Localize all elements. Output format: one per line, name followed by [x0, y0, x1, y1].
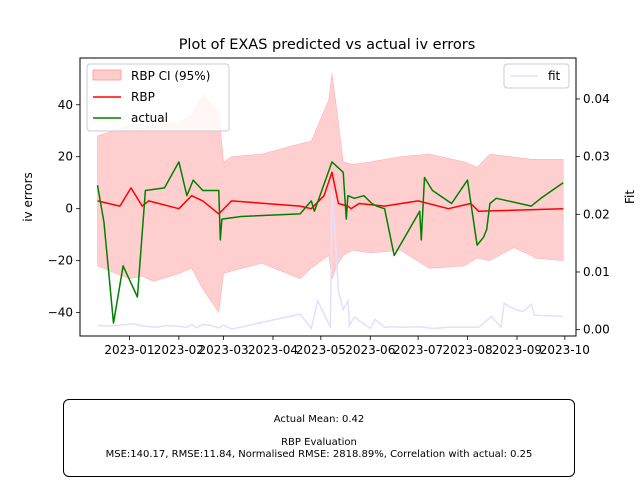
legend-ci-swatch [92, 69, 122, 81]
legend-fit-label: fit [548, 69, 561, 83]
legend-left: RBP CI (95%) RBP actual [86, 63, 230, 132]
chart-title: Plot of EXAS predicted vs actual iv erro… [179, 37, 476, 53]
x-tick-label: 2023-08 [442, 343, 492, 357]
x-tick-label: 2023-05 [296, 343, 346, 357]
y-tick-label: 20 [58, 150, 73, 164]
x-tick-label: 2023-03 [198, 343, 248, 357]
legend-right: fit [503, 63, 570, 89]
evaluation-metrics: MSE:140.17, RMSE:11.84, Normalised RMSE:… [105, 449, 533, 460]
y-tick-label: −40 [48, 306, 73, 320]
plot-area [96, 73, 564, 331]
y2-tick-label: 0.00 [583, 323, 610, 337]
y2-tick-label: 0.02 [583, 207, 610, 221]
chart: Plot of EXAS predicted vs actual iv erro… [21, 37, 637, 357]
legend-left-frame [86, 63, 230, 132]
y2-axis-label: Fit [623, 190, 637, 204]
fit-line [97, 191, 564, 331]
y-axis-label: iv errors [21, 172, 35, 222]
x-tick-label: 2023-07 [393, 343, 443, 357]
evaluation-box: Actual Mean: 0.42 RBP Evaluation MSE:140… [63, 399, 575, 477]
evaluation-heading: RBP Evaluation [281, 437, 357, 448]
legend-actual-label: actual [131, 111, 168, 125]
y-tick-label: 0 [65, 202, 73, 216]
x-tick-label: 2023-01 [104, 343, 154, 357]
x-tick-label: 2023-10 [540, 343, 590, 357]
y2-tick-label: 0.04 [583, 92, 610, 106]
x-tick-label: 2023-09 [492, 343, 542, 357]
ci-band [97, 73, 564, 314]
y-axis-left: 40 20 0 −20 −40 [48, 98, 80, 320]
y2-tick-label: 0.03 [583, 150, 610, 164]
x-tick-label: 2023-02 [154, 343, 204, 357]
x-tick-label: 2023-06 [345, 343, 395, 357]
legend-rbp-label: RBP [131, 90, 155, 104]
y-tick-label: −20 [48, 254, 73, 268]
legend-ci-label: RBP CI (95%) [131, 69, 210, 83]
axes-frame [79, 57, 577, 337]
x-tick-label: 2023-04 [248, 343, 298, 357]
actual-line [96, 161, 564, 324]
actual-mean-text: Actual Mean: 0.42 [273, 414, 365, 425]
y-tick-label: 40 [58, 98, 73, 112]
y-axis-right: 0.04 0.03 0.02 0.01 0.00 [576, 92, 610, 337]
y2-tick-label: 0.01 [583, 265, 610, 279]
